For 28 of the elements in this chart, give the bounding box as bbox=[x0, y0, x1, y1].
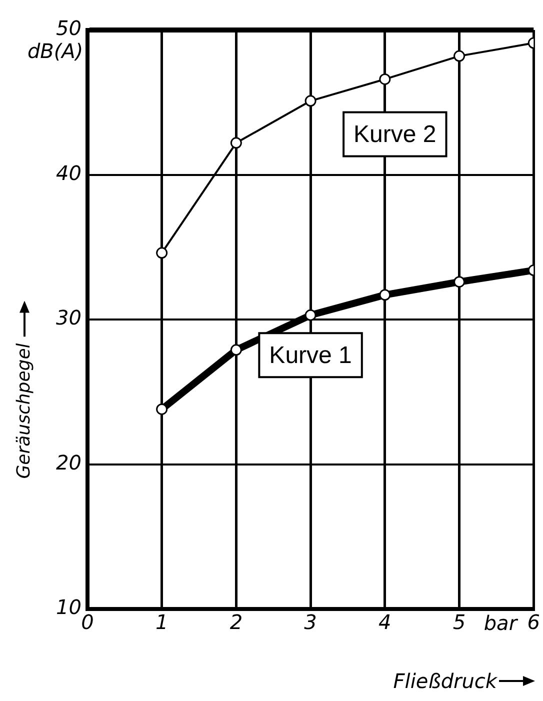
series-label: Kurve 1 bbox=[269, 342, 352, 369]
y-tick-label: 10 bbox=[56, 595, 82, 620]
point bbox=[454, 276, 466, 288]
point bbox=[156, 247, 168, 259]
text: dB(A) bbox=[27, 39, 84, 64]
y-axis-title: Geräuschpegel bbox=[14, 343, 34, 479]
point bbox=[379, 73, 391, 85]
x-tick-label: 2 bbox=[230, 610, 243, 634]
y-tick-label: 40 bbox=[56, 160, 82, 185]
point bbox=[304, 309, 316, 321]
point bbox=[230, 344, 242, 356]
point bbox=[230, 137, 242, 149]
x-axis-title: Fließdruck bbox=[393, 669, 497, 693]
y-tick-label: 50 bbox=[56, 16, 82, 40]
point bbox=[454, 50, 466, 62]
point bbox=[304, 95, 316, 107]
x-tick-label: 6 bbox=[527, 610, 540, 634]
point bbox=[379, 289, 391, 301]
x-tick-label: 4 bbox=[378, 610, 392, 634]
point bbox=[156, 403, 168, 415]
x-tick-label: 0 bbox=[81, 610, 94, 634]
series-label: Kurve 2 bbox=[354, 120, 436, 148]
x-tick-label: 5 bbox=[452, 610, 466, 634]
x-tick-label: 1 bbox=[155, 610, 168, 634]
x-tick-label: 3 bbox=[304, 610, 317, 634]
y-tick-label: 20 bbox=[56, 450, 82, 474]
text: bar bbox=[484, 611, 519, 636]
y-tick-label: 30 bbox=[56, 306, 82, 330]
